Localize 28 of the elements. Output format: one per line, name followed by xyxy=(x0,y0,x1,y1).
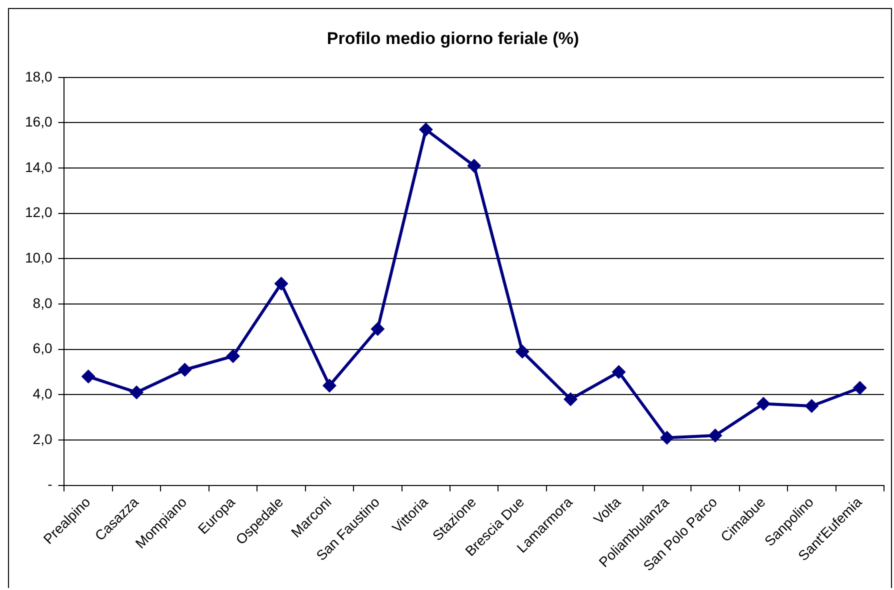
point xyxy=(756,396,770,411)
point xyxy=(708,428,722,442)
point xyxy=(852,380,867,395)
y-tick-label: 4,0 xyxy=(32,386,52,402)
point xyxy=(81,370,96,384)
point xyxy=(274,276,288,291)
point xyxy=(612,365,626,380)
y-tick-label: 8,0 xyxy=(32,294,52,311)
point xyxy=(178,362,192,377)
y-tick-label: 12,0 xyxy=(25,204,52,220)
point xyxy=(804,399,819,414)
point xyxy=(226,349,240,364)
point xyxy=(370,322,385,336)
point xyxy=(418,122,433,137)
point xyxy=(322,378,336,393)
y-tick-label: 10,0 xyxy=(25,250,52,266)
y-tick-label: 14,0 xyxy=(25,158,52,175)
y-tick-label: 6,0 xyxy=(32,340,52,356)
y-tick-label: 2,0 xyxy=(32,430,52,447)
y-tick-label: - xyxy=(48,476,53,492)
y-tick-label: 16,0 xyxy=(25,114,52,130)
point xyxy=(130,385,144,400)
point xyxy=(564,392,578,406)
y-tick-label: 18,0 xyxy=(25,68,52,84)
chart-title: Profilo medio giorno feriale (%) xyxy=(326,28,580,48)
point xyxy=(467,158,482,173)
point xyxy=(660,430,674,445)
point xyxy=(515,344,530,359)
